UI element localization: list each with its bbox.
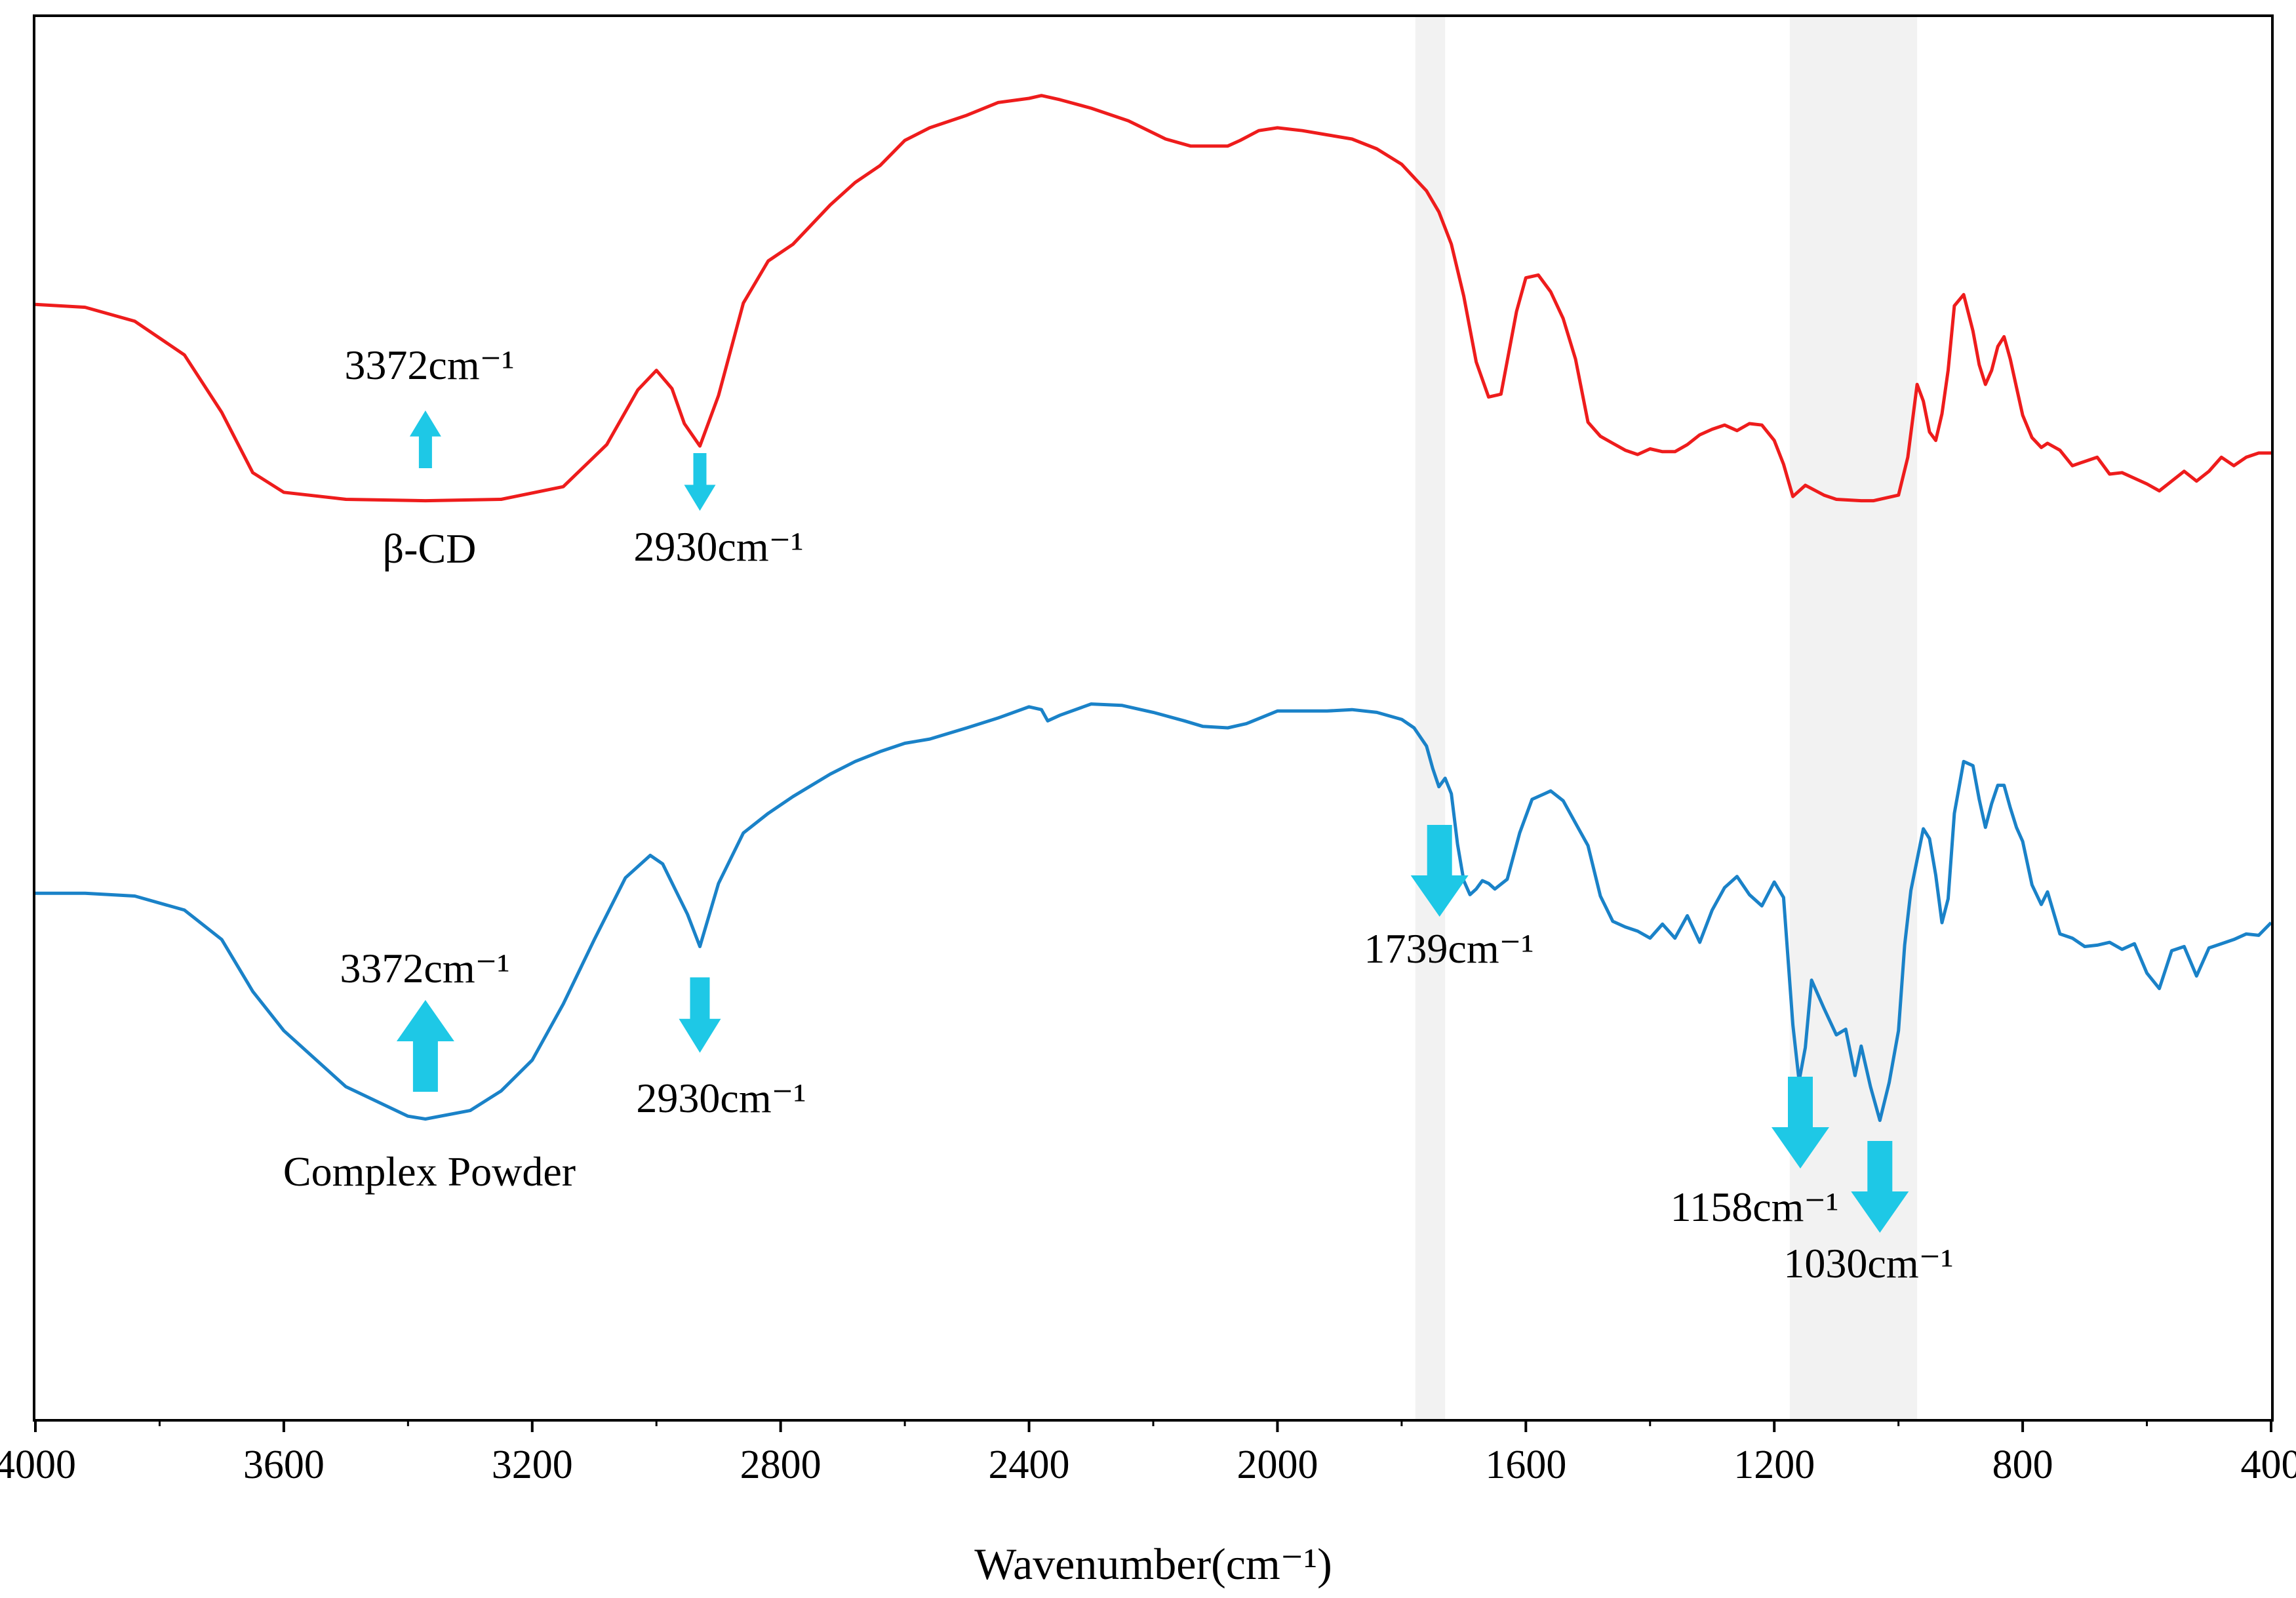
x-tick-label: 2400 bbox=[989, 1443, 1070, 1487]
x-tick-label: 800 bbox=[1992, 1443, 2053, 1487]
series-line-complex-powder bbox=[35, 702, 2272, 1123]
arrow-down-icon bbox=[684, 453, 716, 511]
x-axis: 4000 3600 3200 2800 2400 2000 1600 1200 … bbox=[0, 1419, 2296, 1487]
series-label-complex-powder: Complex Powder bbox=[283, 1148, 576, 1195]
annotation-arrows bbox=[396, 410, 1909, 1233]
arrow-up-icon bbox=[409, 410, 441, 468]
arrow-down-icon bbox=[1851, 1141, 1909, 1233]
arrow-down-icon bbox=[1410, 825, 1469, 917]
x-axis-title: Wavenumber(cm⁻¹) bbox=[974, 1539, 1332, 1589]
x-minor-ticks bbox=[158, 1419, 2148, 1426]
highlight-bands bbox=[1415, 17, 1918, 1419]
x-tick-label: 3600 bbox=[243, 1443, 325, 1487]
arrow-up-icon bbox=[396, 1000, 454, 1092]
x-tick-label: 400 bbox=[2241, 1443, 2296, 1487]
x-tick-label: 2000 bbox=[1237, 1443, 1318, 1487]
x-tick-label: 4000 bbox=[0, 1443, 76, 1487]
arrow-down-icon bbox=[679, 977, 721, 1053]
x-tick-label: 1600 bbox=[1485, 1443, 1566, 1487]
annotation-label: 1158cm⁻¹ bbox=[1671, 1184, 1839, 1230]
highlight-band-1158-1030 bbox=[1789, 17, 1918, 1419]
series-label-beta-cd: β-CD bbox=[383, 525, 477, 572]
annotation-label: 2930cm⁻¹ bbox=[636, 1075, 806, 1121]
annotation-label: 2930cm⁻¹ bbox=[633, 523, 803, 570]
arrow-down-icon bbox=[1771, 1077, 1829, 1169]
x-tick-label: 2800 bbox=[740, 1443, 821, 1487]
annotation-label: 1739cm⁻¹ bbox=[1364, 925, 1534, 972]
annotation-label: 3372cm⁻¹ bbox=[344, 342, 514, 388]
highlight-band-1739 bbox=[1415, 17, 1446, 1419]
annotation-label: 1030cm⁻¹ bbox=[1783, 1240, 1953, 1287]
series-line-beta-cd bbox=[35, 94, 2271, 503]
x-tick-label: 3200 bbox=[492, 1443, 573, 1487]
x-tick-label: 1200 bbox=[1733, 1443, 1815, 1487]
annotation-label: 3372cm⁻¹ bbox=[340, 945, 509, 991]
plot-frame bbox=[33, 14, 2274, 1422]
